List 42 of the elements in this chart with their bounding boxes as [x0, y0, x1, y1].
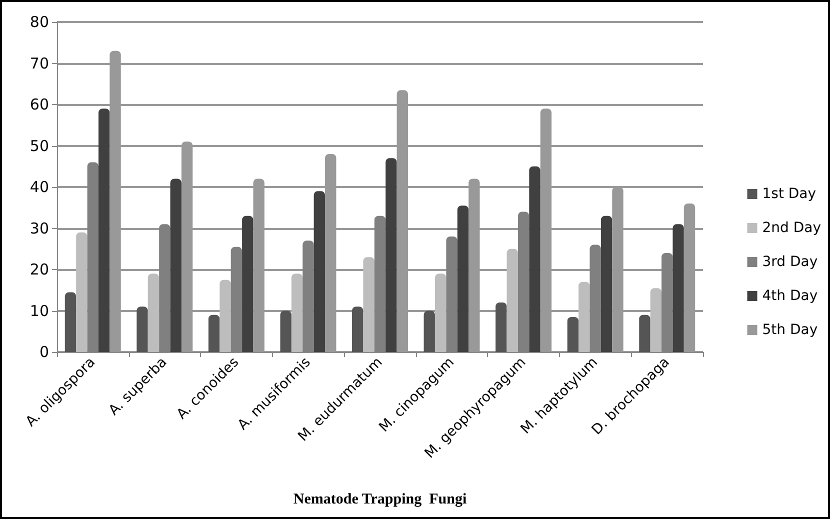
- bar: [148, 274, 160, 352]
- bar: [363, 257, 374, 352]
- bar: [386, 158, 397, 352]
- bar: [506, 248, 518, 352]
- y-tick-label: 20: [30, 260, 49, 278]
- bar: [98, 108, 110, 352]
- bar: [672, 224, 684, 352]
- bar: [208, 314, 220, 352]
- y-tick-label: 30: [30, 219, 49, 238]
- bar: [424, 310, 435, 352]
- legend-label: 5th Day: [762, 322, 818, 338]
- legend-label: 2nd Day: [762, 220, 822, 236]
- y-tick-label: 50: [30, 136, 49, 155]
- bar: [457, 206, 469, 352]
- bar: [650, 288, 662, 352]
- bar: [280, 310, 292, 352]
- y-tick-label: 0: [39, 343, 49, 361]
- y-tick-label: 40: [30, 178, 49, 196]
- bar: [291, 274, 303, 352]
- bar: [578, 282, 590, 352]
- bar: [136, 306, 148, 352]
- y-tick-label: 60: [30, 96, 49, 114]
- bar: [600, 216, 612, 352]
- bar: [352, 306, 364, 352]
- bar: [567, 316, 579, 352]
- y-tick-label: 80: [30, 13, 49, 31]
- y-tick-label: 10: [30, 302, 49, 320]
- y-tick-label: 70: [30, 54, 49, 72]
- bar: [64, 292, 76, 352]
- x-axis-title: Nematode Trapping Fungi: [293, 492, 467, 508]
- bar: [220, 280, 231, 352]
- bar: [639, 314, 650, 352]
- bar: [314, 191, 326, 352]
- bar: [242, 216, 254, 352]
- bar: [434, 274, 446, 352]
- legend-label: 3rd Day: [762, 254, 818, 270]
- legend-label: 1st Day: [762, 186, 816, 202]
- bar: [170, 178, 182, 352]
- legend-label: 4th Day: [762, 288, 818, 304]
- bar: [529, 166, 540, 352]
- bar: [496, 302, 507, 352]
- bar: [76, 232, 88, 352]
